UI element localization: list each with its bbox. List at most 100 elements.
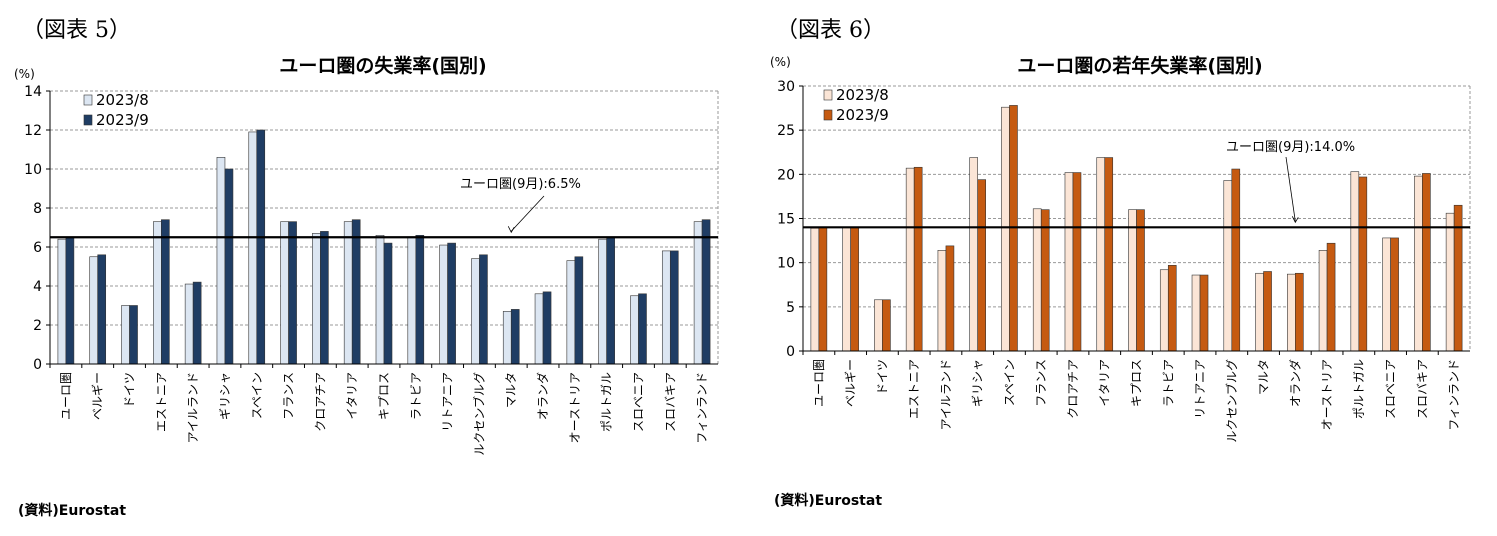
bar-sep	[1199, 274, 1209, 352]
bar-aug	[471, 258, 480, 365]
category-label: スロバキア	[1415, 359, 1429, 419]
bar-sep	[224, 168, 234, 365]
legend-swatch	[83, 114, 93, 126]
bar-sep	[542, 291, 552, 365]
y-tick-label: 5	[786, 300, 795, 316]
y-tick-label: 2	[33, 318, 42, 334]
category-label: ラトビア	[1161, 359, 1175, 407]
category-label: キプロス	[1130, 359, 1144, 407]
bar-aug	[598, 238, 607, 365]
category-label: キプロス	[377, 372, 391, 420]
bar-aug	[407, 236, 417, 365]
bar-aug	[937, 250, 947, 352]
bar-aug	[1191, 274, 1201, 352]
bar-sep	[913, 166, 923, 352]
category-label: フランス	[1034, 359, 1048, 407]
bar-sep	[129, 305, 138, 365]
category-label: クロアチア	[313, 372, 327, 432]
bar-sep	[383, 242, 393, 365]
figure-6-panel: （図表 6） ユーロ圏の若年失業率(国別) (%) 0 5 10 15 20 25 30 ユーロ圏…	[748, 0, 1496, 536]
bar-sep	[818, 227, 828, 352]
category-label: ポルトガル	[1352, 359, 1366, 419]
bar-aug	[57, 238, 67, 365]
chart-title: ユーロ圏の失業率(国別)	[279, 54, 486, 77]
bar-aug	[1287, 273, 1296, 352]
bar-sep	[1167, 265, 1177, 352]
category-label: ユーロ圏	[812, 359, 826, 407]
bar-sep	[320, 231, 329, 365]
y-tick-label: 25	[777, 123, 795, 139]
bar-sep	[574, 256, 584, 365]
category-label: スロベニア	[1384, 359, 1398, 419]
legend-label: 2023/9	[96, 111, 149, 129]
category-label: スロベニア	[631, 372, 645, 432]
bar-aug	[439, 244, 448, 365]
figure-5-source: (資料)Eurostat	[18, 503, 127, 519]
bar-sep	[1072, 172, 1082, 352]
bar-aug	[312, 233, 321, 365]
bar-sep	[192, 281, 202, 365]
category-label: リトアニア	[441, 372, 455, 432]
category-label: オーストリア	[1320, 359, 1334, 430]
bar-aug	[1382, 237, 1391, 352]
bar-aug	[216, 157, 226, 365]
annotation-arrowhead	[507, 226, 515, 234]
category-label: オランダ	[535, 372, 550, 420]
bar-aug	[1001, 106, 1010, 352]
reference-line-label: ユーロ圏(9月):6.5%	[460, 177, 581, 192]
bar-sep	[606, 236, 615, 365]
annotation-leader	[1285, 156, 1296, 222]
category-label: ドイツ	[123, 372, 137, 408]
bar-sep	[1326, 242, 1336, 352]
bar-sep	[882, 299, 891, 352]
legend-swatch	[823, 109, 833, 121]
category-label: ベルギー	[91, 372, 105, 420]
bar-aug	[630, 295, 639, 365]
bar-sep	[850, 227, 859, 352]
bar-aug	[1223, 180, 1233, 352]
legend-swatch	[83, 94, 93, 106]
annotation-arrowhead	[1291, 216, 1299, 224]
figure-6-source: (資料)Eurostat	[774, 493, 883, 509]
category-label: アイルランド	[939, 359, 953, 430]
category-label: マルタ	[1257, 359, 1271, 395]
bar-aug	[1064, 172, 1074, 352]
bar-sep	[447, 242, 456, 365]
bar-aug	[661, 250, 671, 365]
bar-sep	[1358, 176, 1368, 352]
y-tick-label: 0	[786, 344, 795, 360]
bar-aug	[1032, 208, 1042, 352]
y-tick-label: 15	[777, 212, 795, 228]
bar-aug	[343, 221, 353, 365]
y-tick-label: 8	[33, 201, 42, 217]
category-label: オランダ	[1287, 359, 1302, 407]
category-label: ポルトガル	[600, 372, 614, 432]
category-label: クロアチア	[1066, 359, 1080, 419]
bar-sep	[510, 309, 520, 365]
bar-aug	[534, 293, 544, 365]
category-label: ルクセンブルグ	[471, 372, 486, 456]
bar-sep	[351, 219, 361, 365]
bar-sep	[161, 219, 170, 365]
legend-swatch	[823, 89, 833, 101]
y-tick-label: 10	[24, 162, 42, 178]
figure-6-label: （図表 6）	[776, 18, 885, 43]
bar-aug	[280, 221, 289, 365]
category-label: フィンランド	[695, 372, 709, 444]
y-tick-label: 0	[33, 357, 42, 373]
category-label: イタリア	[1098, 359, 1112, 407]
bar-sep	[65, 236, 75, 365]
annotation-leader	[510, 195, 545, 232]
bar-aug	[184, 283, 194, 365]
category-label: スペイン	[1002, 359, 1016, 406]
bar-sep	[97, 254, 107, 365]
bar-sep	[1136, 209, 1145, 352]
bar-aug	[375, 235, 385, 365]
bar-aug	[1445, 212, 1455, 352]
category-label: ドイツ	[875, 359, 889, 395]
bar-aug	[874, 299, 883, 352]
category-label: マルタ	[504, 372, 518, 408]
legend-label: 2023/9	[836, 106, 889, 124]
chart-title: ユーロ圏の若年失業率(国別)	[1017, 54, 1262, 77]
bar-sep	[1231, 168, 1241, 352]
